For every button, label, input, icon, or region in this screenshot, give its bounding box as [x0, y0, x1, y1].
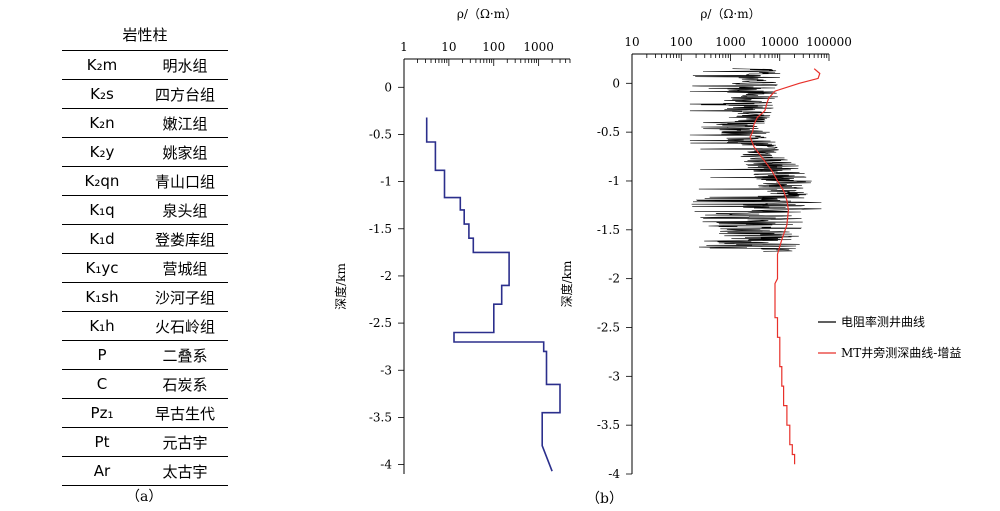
- x-tick-label: 1000: [523, 40, 554, 54]
- y-tick-label: -3.5: [597, 418, 620, 432]
- x-tick-label: 10: [441, 40, 456, 54]
- strat-name: 泉头组: [142, 195, 228, 225]
- strat-symbol: K₂qn: [62, 166, 142, 196]
- stratigraphic-column: 岩性柱 K₂m 明水组 K₂s 四方台组 K₂n 嫩江组 K₂y 姚家组 K₂qn 青山口组 K₁q…: [62, 20, 228, 486]
- strat-symbol: K₁h: [62, 311, 142, 341]
- y-axis-title: 深度/km: [333, 263, 348, 310]
- strat-row: K₂qn 青山口组: [62, 166, 228, 196]
- strat-symbol: C: [62, 369, 142, 399]
- strat-name: 嫩江组: [142, 108, 228, 138]
- y-tick-label: -3: [380, 363, 392, 377]
- strat-symbol: Pt: [62, 427, 142, 457]
- strat-name: 明水组: [142, 50, 228, 80]
- strat-symbol: K₁q: [62, 195, 142, 225]
- strat-title: 岩性柱: [122, 26, 168, 44]
- strat-name: 火石岭组: [142, 311, 228, 341]
- y-tick-label: -3: [608, 369, 620, 383]
- y-tick-label: -0.5: [369, 127, 392, 141]
- strat-symbol: P: [62, 340, 142, 370]
- y-tick-label: -1: [608, 174, 620, 188]
- strat-name: 青山口组: [142, 166, 228, 196]
- strat-name: 早古生代: [142, 398, 228, 428]
- y-tick-label: -4: [380, 458, 392, 472]
- y-tick-label: 0: [384, 80, 392, 94]
- strat-symbol: K₁yc: [62, 253, 142, 283]
- strat-symbol: K₂s: [62, 79, 142, 109]
- well-log-curve: [689, 68, 822, 252]
- x-tick-label: 10: [624, 35, 639, 49]
- y-tick-label: -1.5: [369, 222, 392, 236]
- strat-row: C 石炭系: [62, 369, 228, 399]
- strat-name: 石炭系: [142, 369, 228, 399]
- strat-name: 二叠系: [142, 340, 228, 370]
- strat-row: K₂y 姚家组: [62, 137, 228, 167]
- strat-row: Pz₁ 早古生代: [62, 398, 228, 428]
- mt-sounding-curve: [749, 68, 821, 465]
- y-tick-label: -2.5: [597, 320, 620, 334]
- caption-b: （b）: [586, 491, 623, 507]
- x-tick-label: 1000: [715, 35, 746, 49]
- strat-row: K₂n 嫩江组: [62, 108, 228, 138]
- y-tick-label: -2: [380, 269, 392, 283]
- strat-name: 登娄库组: [142, 224, 228, 254]
- strat-row: K₂s 四方台组: [62, 79, 228, 109]
- strat-symbol: K₁d: [62, 224, 142, 254]
- strat-row: K₁h 火石岭组: [62, 311, 228, 341]
- y-tick-label: -2.5: [369, 316, 392, 330]
- strat-symbol: K₁sh: [62, 282, 142, 312]
- strat-name: 四方台组: [142, 79, 228, 109]
- strat-row: Pt 元古宇: [62, 427, 228, 457]
- legend-label-well-log: 电阻率测井曲线: [841, 314, 925, 329]
- strat-symbol: Pz₁: [62, 398, 142, 428]
- x-axis-title: ρ/（Ω·m）: [457, 7, 517, 21]
- strat-row: K₁q 泉头组: [62, 195, 228, 225]
- strat-table: K₂m 明水组 K₂s 四方台组 K₂n 嫩江组 K₂y 姚家组 K₂qn 青山口组 K₁q 泉头组 K…: [62, 50, 228, 486]
- strat-name: 营城组: [142, 253, 228, 283]
- y-tick-label: -4: [608, 467, 620, 481]
- strat-symbol: Ar: [93, 462, 111, 480]
- y-axis-title: 深度/km: [559, 260, 574, 307]
- strat-symbol: K₂n: [62, 108, 142, 138]
- strat-name: 元古宇: [142, 427, 228, 457]
- strat-name: 沙河子组: [142, 282, 228, 312]
- legend-label-mt: MT井旁测深曲线-增益: [841, 345, 961, 360]
- resistivity-model-line: [425, 117, 561, 472]
- strat-row: K₁sh 沙河子组: [62, 282, 228, 312]
- y-tick-label: -0.5: [597, 125, 620, 139]
- strat-name: 太古宇: [162, 462, 208, 481]
- y-tick-label: -2: [608, 272, 620, 286]
- strat-row: K₂m 明水组: [62, 50, 228, 80]
- y-tick-label: -1: [380, 175, 392, 189]
- x-tick-label: 10000: [761, 35, 799, 49]
- y-tick-label: 0: [612, 76, 620, 90]
- strat-symbol: K₂m: [62, 50, 142, 80]
- strat-row: P 二叠系: [62, 340, 228, 370]
- caption-a: （a）: [126, 489, 163, 505]
- x-tick-label: 100: [482, 40, 505, 54]
- y-tick-label: -3.5: [369, 410, 392, 424]
- x-axis-title: ρ/（Ω·m）: [700, 7, 760, 21]
- strat-symbol: K₂y: [62, 137, 142, 167]
- strat-row: Ar 太古宇: [62, 457, 228, 486]
- x-tick-label: 100: [670, 35, 693, 49]
- strat-row: K₁yc 营城组: [62, 253, 228, 283]
- strat-row: K₁d 登娄库组: [62, 224, 228, 254]
- x-tick-label: 1: [400, 40, 408, 54]
- strat-name: 姚家组: [142, 137, 228, 167]
- y-tick-label: -1.5: [597, 223, 620, 237]
- x-tick-label: 100000: [806, 35, 852, 49]
